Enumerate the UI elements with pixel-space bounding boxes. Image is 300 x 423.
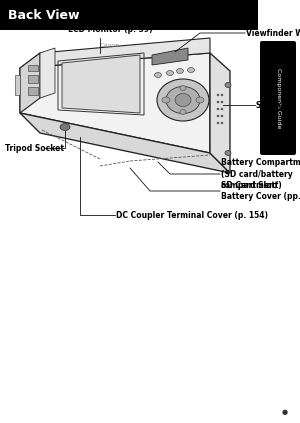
Text: ●: ● xyxy=(282,409,288,415)
Bar xyxy=(28,75,38,83)
Ellipse shape xyxy=(60,124,70,131)
Ellipse shape xyxy=(217,94,219,96)
Ellipse shape xyxy=(188,68,194,72)
Text: DC Coupler Terminal Cover (p. 154): DC Coupler Terminal Cover (p. 154) xyxy=(116,211,268,220)
Ellipse shape xyxy=(180,85,186,91)
Text: Components Guide: Components Guide xyxy=(275,68,281,128)
Ellipse shape xyxy=(175,93,191,107)
Ellipse shape xyxy=(217,122,219,124)
Ellipse shape xyxy=(157,79,209,121)
Text: Viewfinder Window (p. 45): Viewfinder Window (p. 45) xyxy=(246,28,300,38)
Ellipse shape xyxy=(167,71,173,75)
Polygon shape xyxy=(210,53,230,173)
Polygon shape xyxy=(20,113,230,173)
Polygon shape xyxy=(20,53,210,153)
Ellipse shape xyxy=(221,101,223,103)
Text: Canon: Canon xyxy=(100,42,120,47)
Bar xyxy=(0,0,258,30)
Ellipse shape xyxy=(221,115,223,117)
Ellipse shape xyxy=(180,110,186,115)
Ellipse shape xyxy=(221,108,223,110)
Text: Battery Compartment
(SD card/battery
compartment): Battery Compartment (SD card/battery com… xyxy=(221,158,300,190)
Ellipse shape xyxy=(154,72,161,77)
Polygon shape xyxy=(20,38,210,68)
Text: SD Card Slot/
Battery Cover (pp. 24, 26): SD Card Slot/ Battery Cover (pp. 24, 26) xyxy=(221,181,300,201)
FancyBboxPatch shape xyxy=(260,41,296,155)
Ellipse shape xyxy=(162,97,170,103)
Ellipse shape xyxy=(221,122,223,124)
Ellipse shape xyxy=(217,115,219,117)
Polygon shape xyxy=(62,55,140,113)
Ellipse shape xyxy=(225,151,231,156)
Polygon shape xyxy=(40,48,55,98)
Text: Tripod Socket: Tripod Socket xyxy=(5,143,64,153)
Bar xyxy=(15,75,20,95)
Text: Speaker: Speaker xyxy=(256,101,291,110)
Ellipse shape xyxy=(225,82,231,88)
Ellipse shape xyxy=(166,86,200,113)
Bar xyxy=(28,87,38,95)
Ellipse shape xyxy=(217,101,219,103)
Text: LCD Monitor (p. 39): LCD Monitor (p. 39) xyxy=(68,25,153,34)
Text: Back View: Back View xyxy=(8,8,80,22)
Ellipse shape xyxy=(196,97,204,103)
Bar xyxy=(28,65,38,71)
Ellipse shape xyxy=(217,108,219,110)
Polygon shape xyxy=(152,48,188,65)
Ellipse shape xyxy=(221,94,223,96)
Ellipse shape xyxy=(176,69,184,74)
Polygon shape xyxy=(20,53,40,113)
